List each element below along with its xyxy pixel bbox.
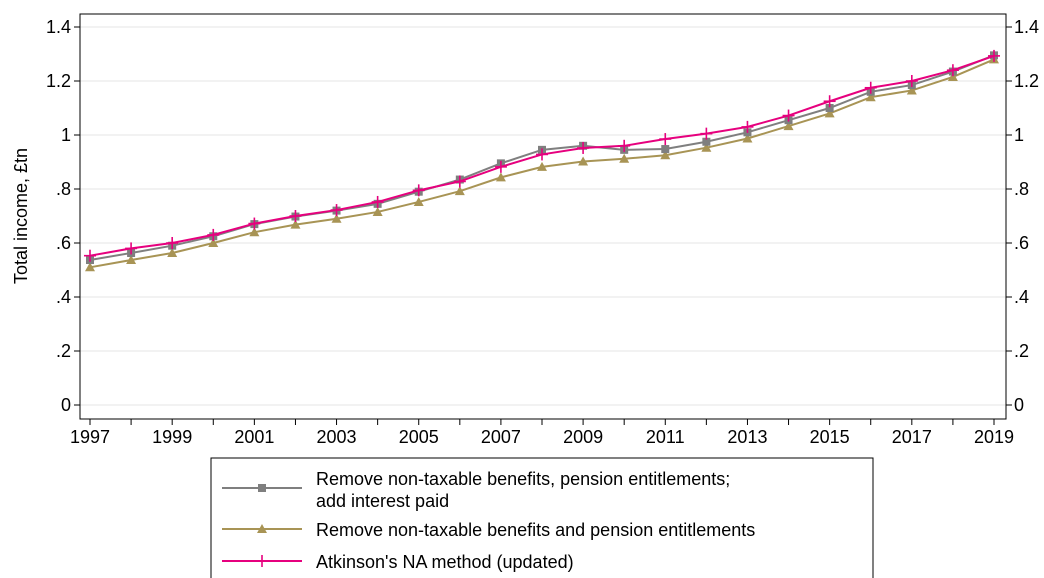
data-point-plus [412,184,425,197]
data-point-plus [166,237,179,249]
y-tick-label-right: .6 [1014,233,1029,253]
data-point-triangle [372,206,383,216]
x-tick-label: 2017 [892,427,932,447]
y-tick-label-left: 0 [61,395,71,415]
data-point-triangle [906,85,917,95]
x-tick-label: 1997 [70,427,110,447]
legend-label: Remove non-taxable benefits and pension … [316,520,755,540]
y-tick-label-left: .6 [56,233,71,253]
data-point-plus [256,555,268,567]
legend-label: add interest paid [316,491,449,511]
data-point-plus [289,210,302,222]
data-point-triangle [208,238,219,247]
data-point-plus [330,204,343,217]
data-point-plus [988,49,1000,62]
y-tick-label-right: 1.4 [1014,17,1039,37]
data-point-plus [905,75,918,87]
series-triangle [85,54,999,272]
data-point-triangle [85,262,95,272]
data-point-square [702,137,711,146]
series-layer [84,49,1000,272]
data-point-triangle [619,153,630,163]
y-tick-label-right: 0 [1014,395,1024,415]
x-tick-label: 2013 [727,427,767,447]
y-tick-label-left: 1.4 [46,17,71,37]
data-point-triangle [947,71,958,81]
legend-box [210,457,874,578]
data-point-plus [659,133,672,146]
data-point-triangle [249,227,260,237]
data-point-triangle [413,196,424,206]
y-tick-label-left: 1.2 [46,71,71,91]
data-point-triangle [257,524,267,533]
data-point-plus [536,148,548,161]
data-point-triangle [495,172,506,182]
data-point-triangle [742,133,753,143]
data-point-plus [782,109,795,122]
legend-item: Remove non-taxable benefits and pension … [222,520,755,540]
data-point-plus [577,141,590,154]
x-tick-label: 2019 [974,427,1014,447]
data-point-plus [700,127,713,140]
data-point-triangle [578,156,589,166]
x-tick-label: 2015 [810,427,850,447]
x-tick-label: 2011 [646,427,685,447]
legend-item: Remove non-taxable benefits, pension ent… [222,469,730,511]
data-point-triangle [454,186,465,196]
y-tick-label-left: .2 [56,341,71,361]
y-tick-label-left: 1 [61,125,71,145]
legend-label: Atkinson's NA method (updated) [316,552,574,572]
y-tick-label-right: .2 [1014,341,1029,361]
x-tick-label: 1999 [152,427,192,447]
data-point-plus [864,81,877,94]
data-point-triangle [865,92,876,102]
data-point-triangle [824,108,835,118]
y-tick-label-left: .8 [56,179,71,199]
data-point-plus [84,249,96,262]
y-tick-label-right: .8 [1014,179,1029,199]
data-point-plus [618,139,631,152]
data-point-triangle [167,247,178,257]
data-point-plus [248,217,261,230]
data-point-plus [125,242,138,255]
y-axis-title: Total income, £tn [11,148,31,284]
x-tick-label: 2009 [563,427,603,447]
plot-background [80,14,1006,419]
y-axis-right: 0 .2 .4 .6 .8 1 1.2 1.4 [1006,17,1039,415]
data-point-plus [946,64,959,77]
data-point-square [825,104,834,112]
data-point-triangle [126,255,137,265]
data-point-triangle [290,219,301,229]
plot-frame [79,13,1007,420]
data-point-plus [823,95,836,108]
data-point-square [258,484,266,492]
y-axis-left: 0 .2 .4 .6 .8 1 1.2 1.4 [46,17,80,415]
x-tick-label: 2007 [481,427,521,447]
gridlines [80,26,1006,406]
data-point-plus [453,175,466,188]
data-point-triangle [331,213,342,223]
data-point-plus [207,228,220,241]
y-tick-label-right: 1.2 [1014,71,1039,91]
data-point-square [661,145,670,154]
data-point-plus [494,160,507,173]
x-tick-label: 2001 [234,427,274,447]
data-point-triangle [660,150,671,160]
x-axis: 1997 1999 2001 2003 2005 2007 2009 2011 2013 2015… [70,419,1014,447]
data-point-triangle [537,161,547,171]
data-point-plus [371,195,384,208]
y-tick-label-left: .4 [56,287,71,307]
legend-label: Remove non-taxable benefits, pension ent… [316,469,730,489]
series-plus [84,49,1000,262]
legend: Remove non-taxable benefits, pension ent… [210,457,874,578]
y-tick-label-right: 1 [1014,125,1024,145]
data-point-triangle [783,121,794,131]
legend-item: Atkinson's NA method (updated) [222,552,574,572]
y-tick-label-right: .4 [1014,287,1029,307]
x-tick-label: 2003 [317,427,357,447]
data-point-triangle [701,142,712,152]
x-tick-label: 2005 [399,427,439,447]
data-point-plus [741,120,754,133]
